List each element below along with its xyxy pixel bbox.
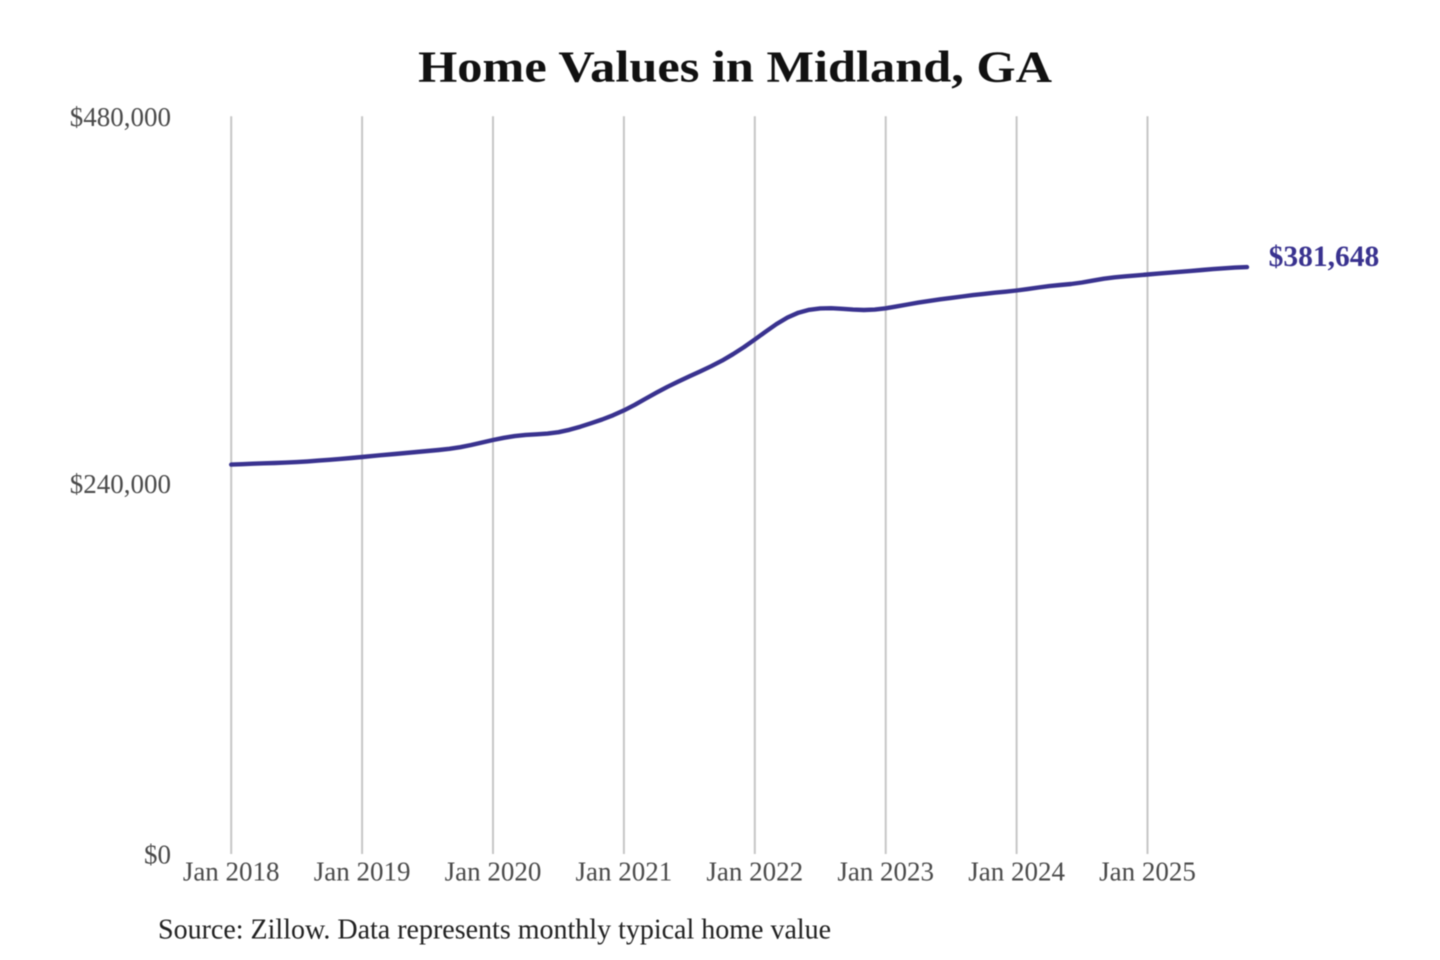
- svg-text:Home Values in Midland, GA: Home Values in Midland, GA: [418, 43, 1052, 91]
- svg-text:Jan 2019: Jan 2019: [314, 857, 411, 887]
- svg-text:$480,000: $480,000: [70, 102, 171, 132]
- svg-text:$240,000: $240,000: [70, 469, 171, 499]
- svg-text:Jan 2020: Jan 2020: [445, 857, 542, 887]
- svg-text:Jan 2022: Jan 2022: [706, 857, 803, 887]
- svg-text:Jan 2025: Jan 2025: [1099, 857, 1196, 887]
- svg-text:Jan 2024: Jan 2024: [968, 857, 1065, 887]
- svg-text:Jan 2021: Jan 2021: [576, 857, 673, 887]
- svg-text:Source: Zillow. Data represent: Source: Zillow. Data represents monthly …: [158, 915, 831, 946]
- svg-text:Jan 2018: Jan 2018: [183, 857, 280, 887]
- svg-text:$381,648: $381,648: [1269, 241, 1380, 273]
- svg-text:Jan 2023: Jan 2023: [837, 857, 934, 887]
- svg-text:$0: $0: [144, 839, 171, 869]
